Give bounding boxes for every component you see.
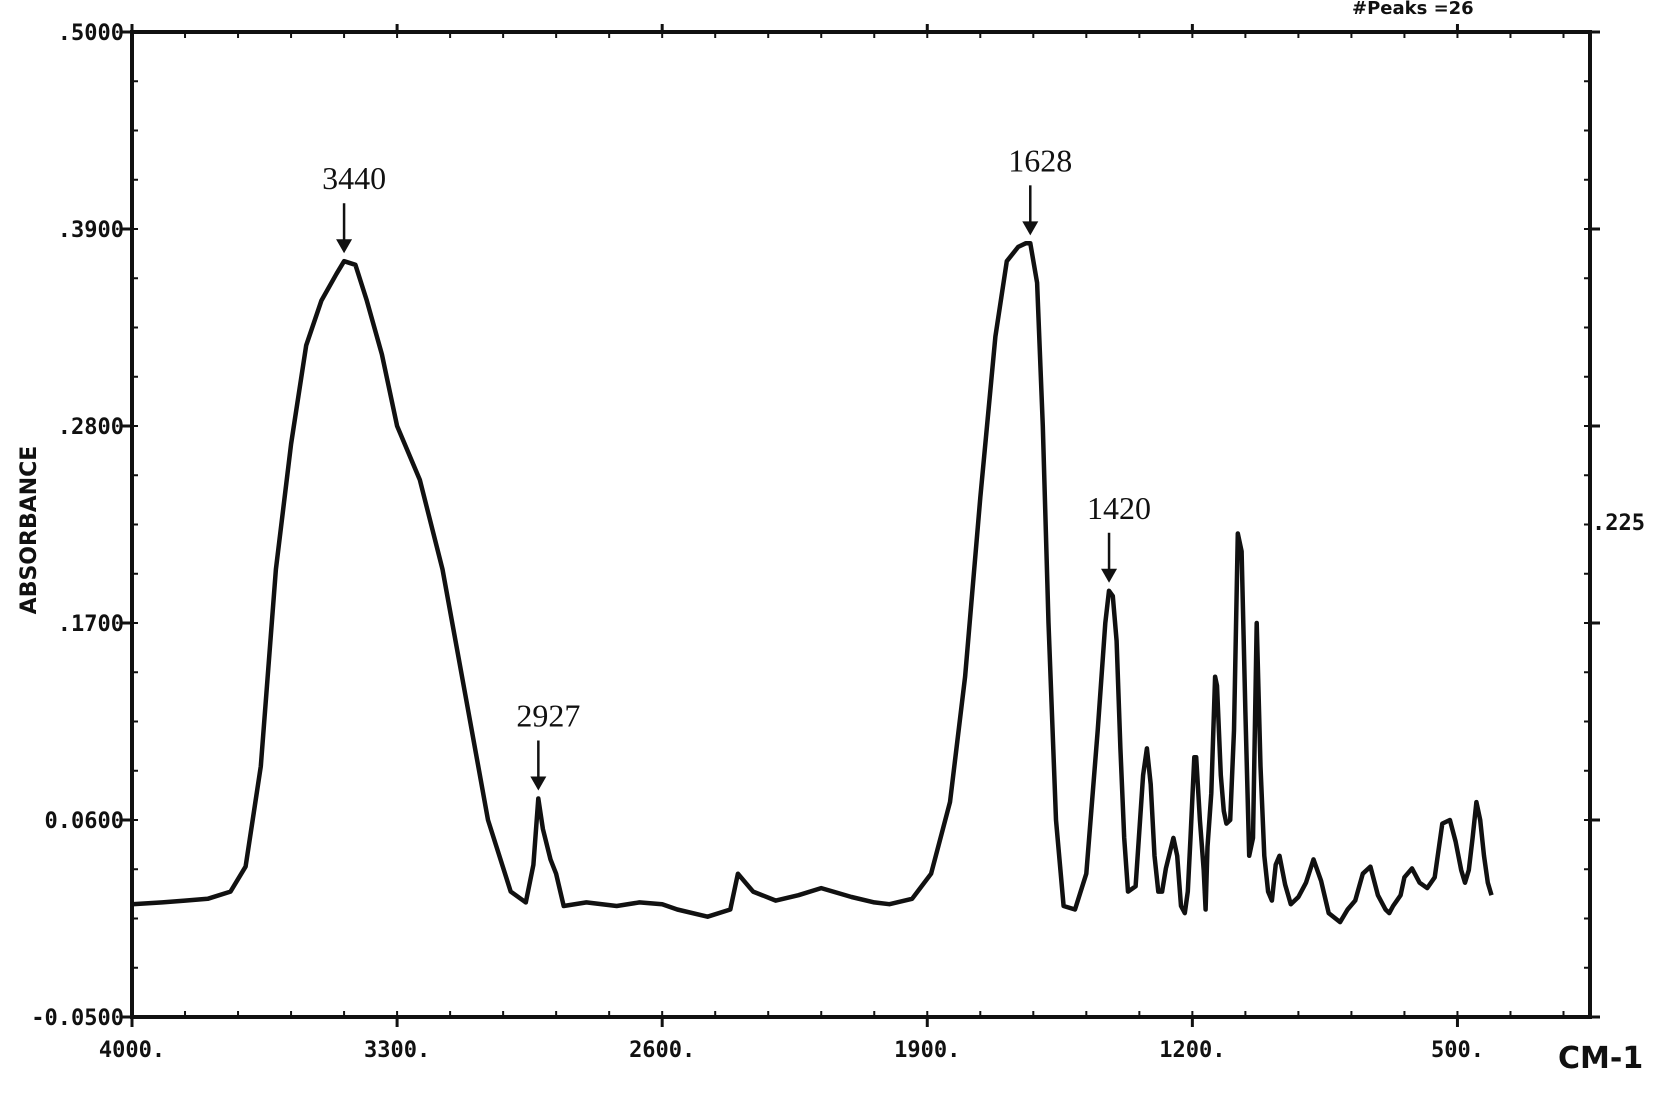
- y-tick-label: .1700: [58, 612, 124, 637]
- peaks-count-note: #Peaks =26: [1352, 0, 1474, 19]
- x-tick-label: 500.: [1431, 1038, 1484, 1063]
- peak-label: 1420: [1087, 490, 1151, 526]
- peak-arrow-head: [1022, 221, 1039, 236]
- spectrum-line: [131, 241, 1494, 925]
- right-marker-label: .225: [1592, 511, 1645, 536]
- y-tick-label: .2800: [58, 415, 124, 440]
- peak-arrow-head: [530, 776, 547, 791]
- x-tick-label: 2600.: [629, 1038, 695, 1063]
- x-tick-label: 4000.: [99, 1038, 165, 1063]
- x-axis-ticks: 4000. 3300. 2600. 1900. 1200. 500.: [99, 24, 1484, 1063]
- y-tick-label: 0.0600: [45, 809, 124, 834]
- y-tick-label: .3900: [58, 218, 124, 243]
- x-tick-label: 1200.: [1159, 1038, 1225, 1063]
- y-tick-label: -0.0500: [31, 1006, 124, 1031]
- peak-arrow-head: [336, 239, 353, 254]
- x-tick-label: 1900.: [894, 1038, 960, 1063]
- peak-label: 1628: [1008, 142, 1072, 178]
- peak-annotations: 3440 2927 1628 1420: [322, 142, 1151, 791]
- peak-label: 2927: [516, 698, 580, 734]
- y-axis-title: ABSORBANCE: [17, 446, 42, 615]
- x-axis-unit-label: CM-1: [1558, 1041, 1643, 1076]
- x-tick-label: 3300.: [364, 1038, 430, 1063]
- minor-ticks: [132, 31, 1590, 1017]
- y-tick-label: .5000: [58, 21, 124, 46]
- peak-label: 3440: [322, 160, 386, 196]
- peak-arrow-head: [1101, 568, 1118, 583]
- y-axis-ticks: .5000 .3900 .2800 .1700 0.0600 -0.0500: [31, 21, 1600, 1031]
